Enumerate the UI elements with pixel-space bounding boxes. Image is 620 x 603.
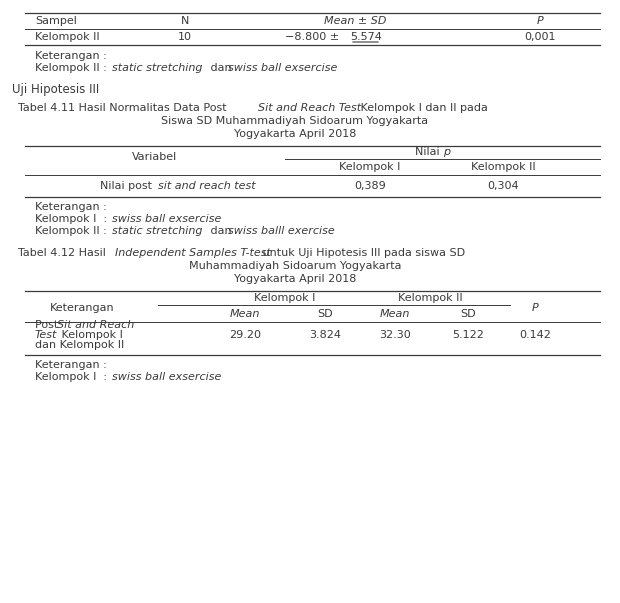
Text: 5.574: 5.574 <box>350 32 382 42</box>
Text: Keterangan :: Keterangan : <box>35 51 107 61</box>
Text: Kelompok I dan II pada: Kelompok I dan II pada <box>357 103 488 113</box>
Text: Kelompok I: Kelompok I <box>254 293 316 303</box>
Text: dan Kelompok II: dan Kelompok II <box>35 340 124 350</box>
Text: Kelompok II: Kelompok II <box>35 32 100 42</box>
Text: Sit and Reach Test: Sit and Reach Test <box>258 103 361 113</box>
Text: Nilai: Nilai <box>415 147 443 157</box>
Text: Kelompok II :: Kelompok II : <box>35 63 110 73</box>
Text: static stretching: static stretching <box>112 63 203 73</box>
Text: Muhammadiyah Sidoarum Yogyakarta: Muhammadiyah Sidoarum Yogyakarta <box>188 261 401 271</box>
Text: P: P <box>537 16 543 26</box>
Text: Keterangan :: Keterangan : <box>35 360 107 370</box>
Text: 0,304: 0,304 <box>487 181 519 191</box>
Text: Kelompok I  :: Kelompok I : <box>35 372 110 382</box>
Text: p: p <box>443 147 450 157</box>
Text: Kelompok II: Kelompok II <box>397 293 463 303</box>
Text: Nilai post: Nilai post <box>99 181 155 191</box>
Text: 0,389: 0,389 <box>354 181 386 191</box>
Text: Independent Samples T-test: Independent Samples T-test <box>115 248 271 258</box>
Text: Kelompok I: Kelompok I <box>58 330 123 340</box>
Text: swiss ball exsercise: swiss ball exsercise <box>112 214 221 224</box>
Text: Mean: Mean <box>380 309 410 319</box>
Text: SD: SD <box>460 309 476 319</box>
Text: Sit and Reach: Sit and Reach <box>57 320 135 330</box>
Text: Kelompok II :: Kelompok II : <box>35 226 110 236</box>
Text: 0,001: 0,001 <box>525 32 556 42</box>
Text: Sampel: Sampel <box>35 16 77 26</box>
Text: swiss ball exsercise: swiss ball exsercise <box>112 372 221 382</box>
Text: 29.20: 29.20 <box>229 330 261 340</box>
Text: Yogyakarta April 2018: Yogyakarta April 2018 <box>234 274 356 284</box>
Text: SD: SD <box>317 309 333 319</box>
Text: Mean ± SD: Mean ± SD <box>324 16 386 26</box>
Text: Variabel: Variabel <box>133 152 177 162</box>
Text: 5.122: 5.122 <box>452 330 484 340</box>
Text: untuk Uji Hipotesis III pada siswa SD: untuk Uji Hipotesis III pada siswa SD <box>259 248 465 258</box>
Text: −8.800 ±: −8.800 ± <box>285 32 343 42</box>
Text: 32.30: 32.30 <box>379 330 411 340</box>
Text: Siswa SD Muhammadiyah Sidoarum Yogyakarta: Siswa SD Muhammadiyah Sidoarum Yogyakart… <box>161 116 428 126</box>
Text: Kelompok II: Kelompok II <box>471 162 535 172</box>
Text: swiss ball exsercise: swiss ball exsercise <box>228 63 337 73</box>
Text: 3.824: 3.824 <box>309 330 341 340</box>
Text: N: N <box>181 16 189 26</box>
Text: Tabel 4.11 Hasil Normalitas Data Post: Tabel 4.11 Hasil Normalitas Data Post <box>18 103 230 113</box>
Text: Keterangan :: Keterangan : <box>35 202 107 212</box>
Text: Yogyakarta April 2018: Yogyakarta April 2018 <box>234 129 356 139</box>
Text: Kelompok I  :: Kelompok I : <box>35 214 110 224</box>
Text: 0.142: 0.142 <box>519 330 551 340</box>
Text: Mean: Mean <box>230 309 260 319</box>
Text: dan: dan <box>207 226 235 236</box>
Text: static stretching: static stretching <box>112 226 203 236</box>
Text: Uji Hipotesis III: Uji Hipotesis III <box>12 83 99 96</box>
Text: dan: dan <box>207 63 235 73</box>
Text: sit and reach test: sit and reach test <box>158 181 255 191</box>
Text: P: P <box>531 303 538 313</box>
Text: 10: 10 <box>178 32 192 42</box>
Text: swiss balll exercise: swiss balll exercise <box>228 226 335 236</box>
Text: Kelompok I: Kelompok I <box>339 162 401 172</box>
Text: Post: Post <box>35 320 62 330</box>
Text: Test: Test <box>35 330 58 340</box>
Text: Keterangan: Keterangan <box>50 303 114 313</box>
Text: Tabel 4.12 Hasil: Tabel 4.12 Hasil <box>18 248 109 258</box>
